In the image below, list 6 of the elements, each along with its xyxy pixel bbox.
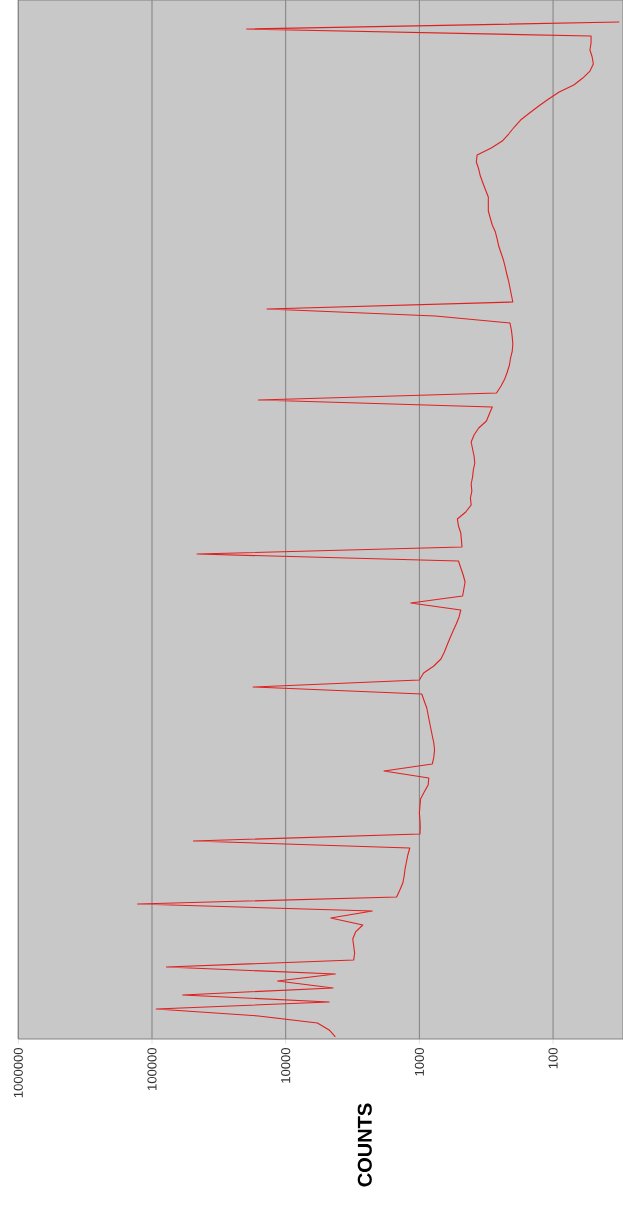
y-axis-title: COUNTS [357,1103,372,1187]
x-tick-label: 1000 [414,1048,424,1076]
x-tick-label: 10000 [281,1048,291,1083]
x-tick-label: 100 [548,1048,558,1069]
x-tick-label: 1000000 [13,1048,23,1098]
x-tick-label: 100000 [147,1048,157,1090]
